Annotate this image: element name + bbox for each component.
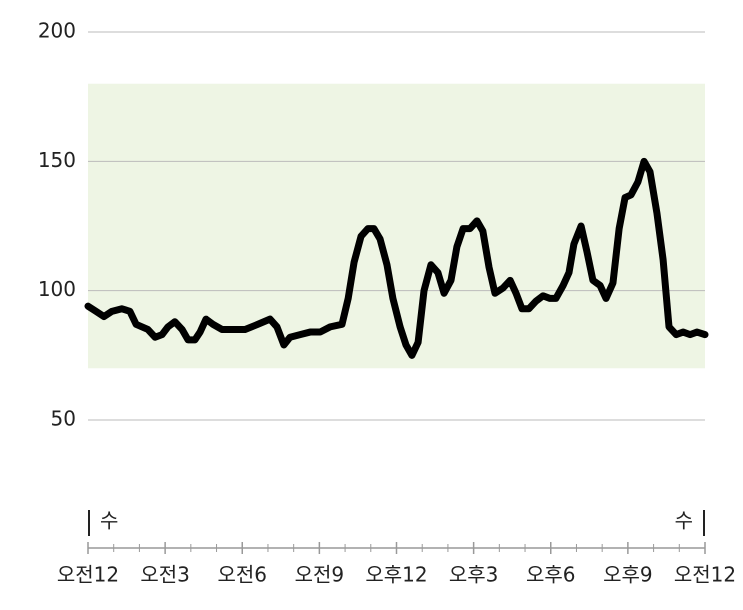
day-label: 수 [675, 509, 693, 533]
x-tick-label: 오전12 [674, 563, 736, 587]
x-tick-label: 오전12 [57, 563, 119, 587]
y-tick-label: 50 [51, 407, 76, 431]
x-tick-label: 오후9 [603, 563, 653, 587]
y-tick-label: 200 [38, 19, 76, 43]
x-tick-label: 오후3 [449, 563, 499, 587]
x-tick-label: 오전6 [217, 563, 267, 587]
x-tick-label: 오전9 [295, 563, 345, 587]
y-tick-label: 100 [38, 277, 76, 301]
data-line [84, 157, 709, 359]
y-tick-label: 150 [38, 148, 76, 172]
x-tick-label: 오후12 [365, 563, 427, 587]
x-tick-label: 오후6 [526, 563, 576, 587]
x-tick-label: 오전3 [140, 563, 190, 587]
day-label: 수 [100, 509, 118, 533]
